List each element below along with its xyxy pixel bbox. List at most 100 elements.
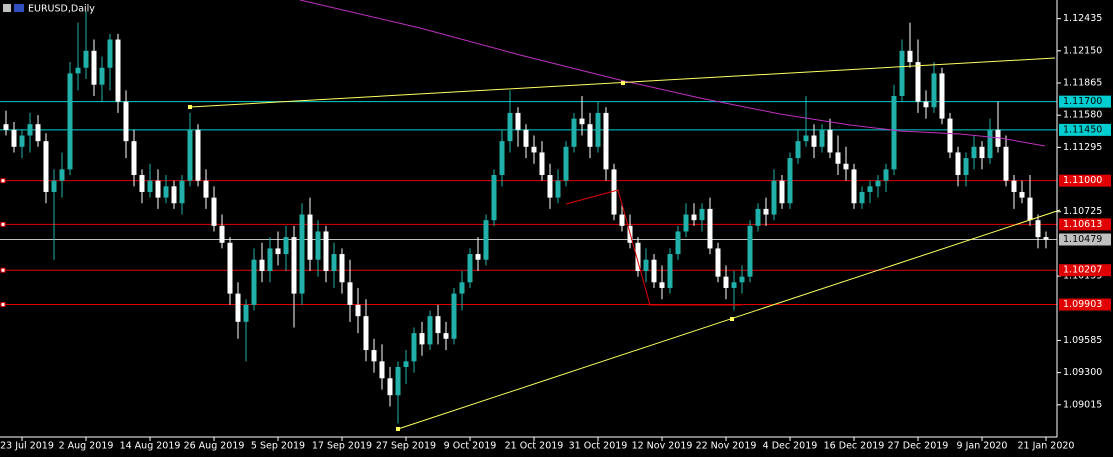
candle-body	[755, 208, 761, 226]
candle-body	[995, 129, 1001, 147]
candle-body	[851, 169, 857, 204]
candle-body	[467, 254, 473, 283]
candle-body	[163, 186, 169, 198]
price-label-box	[1059, 298, 1111, 311]
candle-body	[227, 242, 233, 294]
candle-body	[915, 62, 921, 102]
candle-body	[283, 237, 289, 255]
candle-body	[515, 112, 521, 130]
x-tick-label: 31 Oct 2019	[569, 441, 628, 452]
price-label: 1.10613	[1063, 219, 1102, 230]
candle-body	[523, 129, 529, 147]
y-tick-label: 1.11295	[1063, 142, 1102, 153]
candle-body	[11, 129, 17, 147]
candle-body	[819, 129, 825, 147]
candle-body	[651, 259, 657, 283]
candle-body	[379, 361, 385, 379]
candle-body	[411, 333, 417, 362]
x-tick-label: 9 Jan 2020	[957, 441, 1008, 452]
candle-body	[35, 124, 41, 142]
candle-body	[203, 180, 209, 198]
candle-body	[1019, 191, 1025, 198]
candle-body	[803, 135, 809, 142]
candle-body	[867, 186, 873, 192]
price-label: 1.10479	[1063, 234, 1102, 245]
candle-body	[107, 39, 113, 68]
candle-body	[1011, 180, 1017, 192]
candle-body	[451, 293, 457, 339]
candle-body	[323, 231, 329, 272]
candle-body	[27, 124, 33, 136]
y-tick-label: 1.09015	[1063, 399, 1102, 410]
price-label-box	[1059, 123, 1111, 136]
candle-body	[587, 124, 593, 147]
candle-body	[355, 304, 361, 317]
candle-body	[859, 191, 865, 204]
candle-body	[843, 163, 849, 170]
flag-icon	[14, 4, 24, 12]
candle-body	[339, 254, 345, 283]
candle-body	[475, 254, 481, 260]
plot-area	[0, 11, 1057, 424]
candle-body	[251, 259, 257, 305]
candle-body	[155, 180, 161, 198]
candle-body	[259, 259, 265, 272]
level-anchor	[0, 221, 6, 227]
x-tick-label: 21 Jan 2020	[1018, 441, 1075, 452]
y-tick-label: 1.09300	[1063, 367, 1102, 378]
price-label-box	[1059, 174, 1111, 187]
candle-body	[1035, 220, 1041, 238]
candle-body	[195, 129, 201, 181]
price-label: 1.10207	[1063, 265, 1102, 276]
price-label: 1.09903	[1063, 299, 1102, 310]
candle-body	[771, 180, 777, 215]
candle-body	[747, 225, 753, 277]
candle-body	[1027, 197, 1033, 221]
y-tick-label: 1.09585	[1063, 335, 1102, 346]
x-tick-label: 4 Dec 2019	[763, 441, 818, 452]
candle-body	[795, 141, 801, 159]
anchor	[621, 81, 625, 85]
price-label: 1.11700	[1063, 96, 1102, 107]
candle-body	[419, 333, 425, 345]
candle-body	[115, 39, 121, 102]
candle-body	[539, 152, 545, 176]
y-tick-label: 1.10725	[1063, 206, 1102, 217]
candle-body	[99, 67, 105, 85]
candle-body	[491, 175, 497, 221]
candle-body	[275, 248, 281, 255]
candle-body	[603, 112, 609, 170]
candle-body	[299, 214, 305, 294]
candle-body	[779, 180, 785, 204]
candle-body	[659, 282, 665, 288]
candle-body	[579, 118, 585, 125]
candle-body	[891, 95, 897, 170]
candle-body	[563, 146, 569, 181]
candle-body	[1043, 237, 1049, 240]
candle-body	[675, 231, 681, 255]
candle-body	[435, 316, 441, 334]
candle-body	[75, 67, 81, 74]
candle-body	[899, 50, 905, 96]
candle-body	[963, 158, 969, 176]
candle-body	[691, 214, 697, 221]
candle-body	[459, 282, 465, 294]
price-label: 1.11000	[1063, 175, 1102, 186]
candle-body	[483, 220, 489, 260]
candle-body	[443, 333, 449, 339]
candle-body	[427, 316, 433, 345]
candle-body	[83, 50, 89, 68]
candle-body	[875, 180, 881, 187]
y-tick-label: 1.11865	[1063, 77, 1102, 88]
candle-body	[211, 197, 217, 226]
candle-body	[499, 141, 505, 176]
candle-body	[571, 118, 577, 147]
price-label-box	[1059, 218, 1111, 231]
price-label-box	[1059, 233, 1111, 246]
candle-body	[147, 180, 153, 192]
candle-body	[923, 101, 929, 108]
candle-body	[827, 129, 833, 153]
